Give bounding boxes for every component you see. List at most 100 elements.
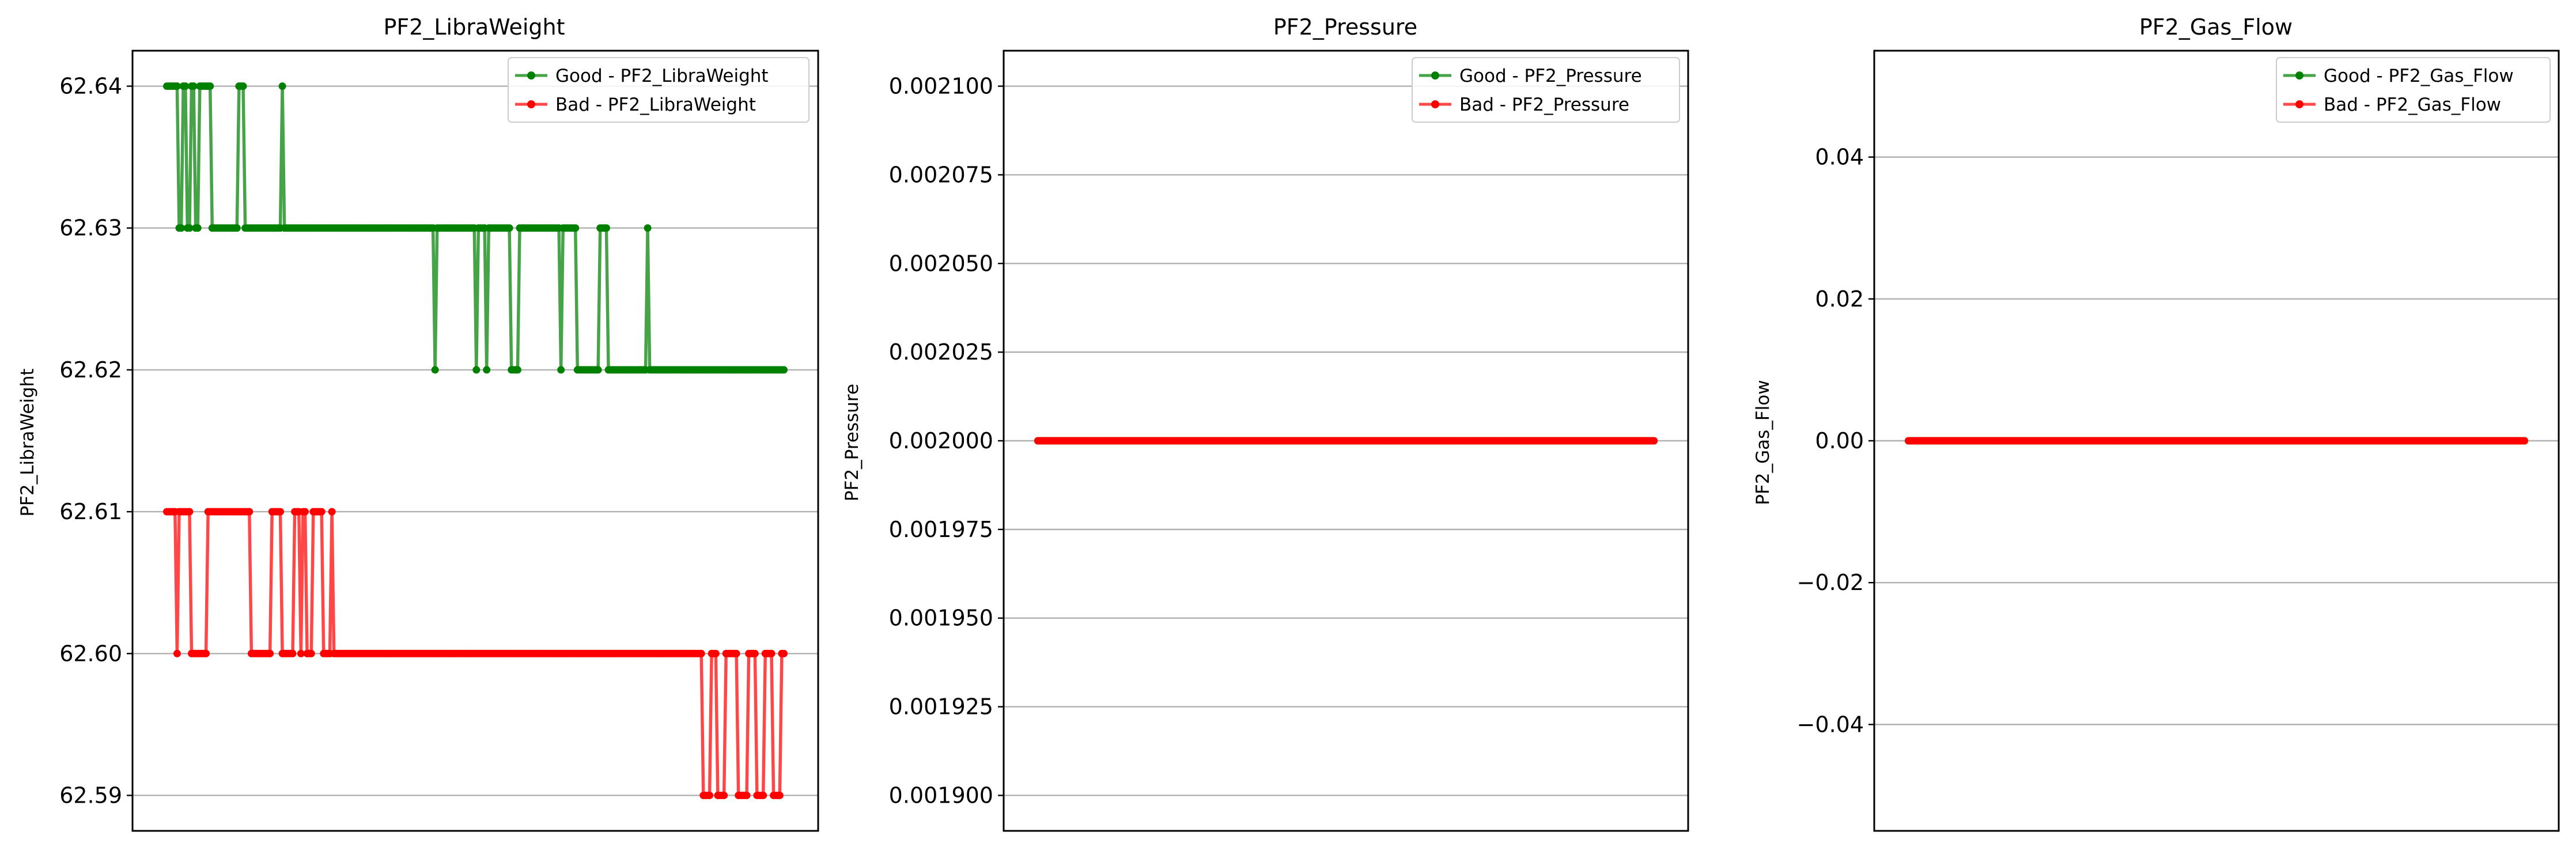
y-axis-label: PF2_Pressure: [842, 384, 863, 501]
data-point: [732, 649, 740, 657]
legend-bad-label: Bad - PF2_Pressure: [1459, 94, 1629, 115]
legend-good-marker: [1431, 71, 1439, 80]
y-tick-label: −0.02: [1797, 570, 1864, 595]
legend-good-label: Good - PF2_LibraWeight: [555, 66, 769, 86]
y-tick-label: 62.63: [59, 215, 122, 241]
data-point: [712, 649, 720, 657]
y-tick-label: 0.002050: [889, 251, 993, 276]
legend-bad-marker: [2295, 100, 2303, 108]
y-tick-label: 0.001975: [889, 517, 993, 542]
y-tick-label: 62.59: [59, 782, 122, 808]
legend-good-label: Good - PF2_Pressure: [1459, 66, 1642, 86]
data-point: [307, 649, 315, 657]
legend-bad-label: Bad - PF2_Gas_Flow: [2324, 94, 2501, 115]
legend-bad-label: Bad - PF2_LibraWeight: [555, 94, 756, 115]
y-tick-label: 0.02: [1815, 286, 1864, 312]
legend-box: [2276, 57, 2551, 123]
legend-good-marker: [527, 71, 535, 80]
data-point: [173, 82, 181, 90]
data-point: [505, 224, 513, 232]
chart-title: PF2_Gas_Flow: [2139, 14, 2293, 40]
data-point: [767, 649, 776, 657]
data-point: [186, 508, 194, 516]
data-point: [776, 791, 784, 799]
data-point: [780, 649, 788, 657]
chart-panel-pressure: PF2_Pressure PF2_Pressure 0.0019000.0019…: [842, 14, 1689, 832]
data-point: [602, 224, 610, 232]
series-bad: [1034, 437, 1658, 445]
legend: Good - PF2_LibraWeight Bad - PF2_LibraWe…: [508, 57, 810, 123]
y-axis-label: PF2_Gas_Flow: [1753, 380, 1773, 505]
y-ticks: 0.001900 0.001925 0.001950 0.001975 0.002000…: [889, 74, 1004, 808]
y-axis-label: PF2_LibraWeight: [17, 368, 38, 516]
y-tick-label: 0.04: [1815, 145, 1864, 170]
data-point: [277, 508, 285, 516]
chart-panel-gas-flow: PF2_Gas_Flow PF2_Gas_Flow −0.04 −0.02 0.00…: [1753, 14, 2560, 832]
series-layer: [163, 82, 788, 799]
legend-box: [1412, 57, 1680, 123]
series-bad: [1904, 437, 2529, 445]
chart-title: PF2_Pressure: [1273, 14, 1417, 40]
series-bad: [163, 508, 788, 799]
data-point: [743, 791, 751, 799]
data-point: [594, 366, 602, 374]
data-point: [720, 791, 728, 799]
data-point: [759, 791, 767, 799]
series-layer: [1904, 437, 2529, 445]
data-point: [245, 508, 254, 516]
data-point: [297, 649, 305, 657]
y-tick-label: 62.61: [59, 499, 122, 524]
chart-panel-libraweight: PF2_LibraWeight PF2_LibraWeight 62.5962.…: [17, 14, 819, 832]
data-point: [1650, 437, 1658, 445]
data-point: [239, 82, 247, 90]
y-ticks: 62.59 62.60 62.61 62.62 62.63 62.64: [59, 74, 133, 808]
y-tick-label: 0.002100: [889, 74, 993, 99]
data-point: [177, 224, 186, 232]
legend-bad-marker: [527, 100, 535, 108]
y-tick-label: −0.04: [1797, 712, 1864, 737]
data-point: [644, 224, 652, 232]
legend-box: [508, 57, 810, 123]
y-tick-label: 62.60: [59, 641, 122, 666]
legend-good-marker: [2295, 71, 2303, 80]
data-point: [751, 649, 759, 657]
data-point: [266, 649, 274, 657]
data-point: [328, 508, 336, 516]
data-point: [202, 649, 210, 657]
data-point: [181, 82, 190, 90]
legend-good-label: Good - PF2_Gas_Flow: [2324, 66, 2514, 86]
data-point: [317, 508, 326, 516]
y-tick-label: 0.001950: [889, 606, 993, 631]
plot-frame: [131, 50, 819, 832]
legend-bad-marker: [1431, 100, 1439, 108]
y-tick-label: 62.64: [59, 74, 122, 99]
data-point: [472, 366, 481, 374]
y-tick-label: 0.00: [1815, 428, 1864, 453]
y-tick-label: 0.001900: [889, 782, 993, 808]
data-point: [301, 508, 309, 516]
series-layer: [1034, 437, 1658, 445]
legend: Good - PF2_Gas_Flow Bad - PF2_Gas_Flow: [2276, 57, 2551, 123]
y-ticks: −0.04 −0.02 0.00 0.02 0.04: [1797, 145, 1874, 737]
chart-title: PF2_LibraWeight: [383, 14, 565, 40]
data-point: [278, 82, 286, 90]
data-point: [706, 791, 714, 799]
y-tick-label: 0.001925: [889, 694, 993, 720]
data-point: [186, 224, 194, 232]
y-tick-label: 0.002000: [889, 428, 993, 453]
y-tick-label: 62.62: [59, 357, 122, 383]
data-point: [697, 649, 705, 657]
data-point: [572, 224, 580, 232]
y-tick-label: 0.002075: [889, 162, 993, 187]
data-point: [289, 649, 297, 657]
data-point: [190, 82, 198, 90]
data-point: [513, 366, 521, 374]
data-point: [233, 224, 241, 232]
data-point: [173, 649, 181, 657]
legend: Good - PF2_Pressure Bad - PF2_Pressure: [1412, 57, 1680, 123]
data-point: [557, 366, 565, 374]
data-point: [483, 366, 491, 374]
y-tick-label: 0.002025: [889, 339, 993, 365]
data-point: [206, 82, 214, 90]
